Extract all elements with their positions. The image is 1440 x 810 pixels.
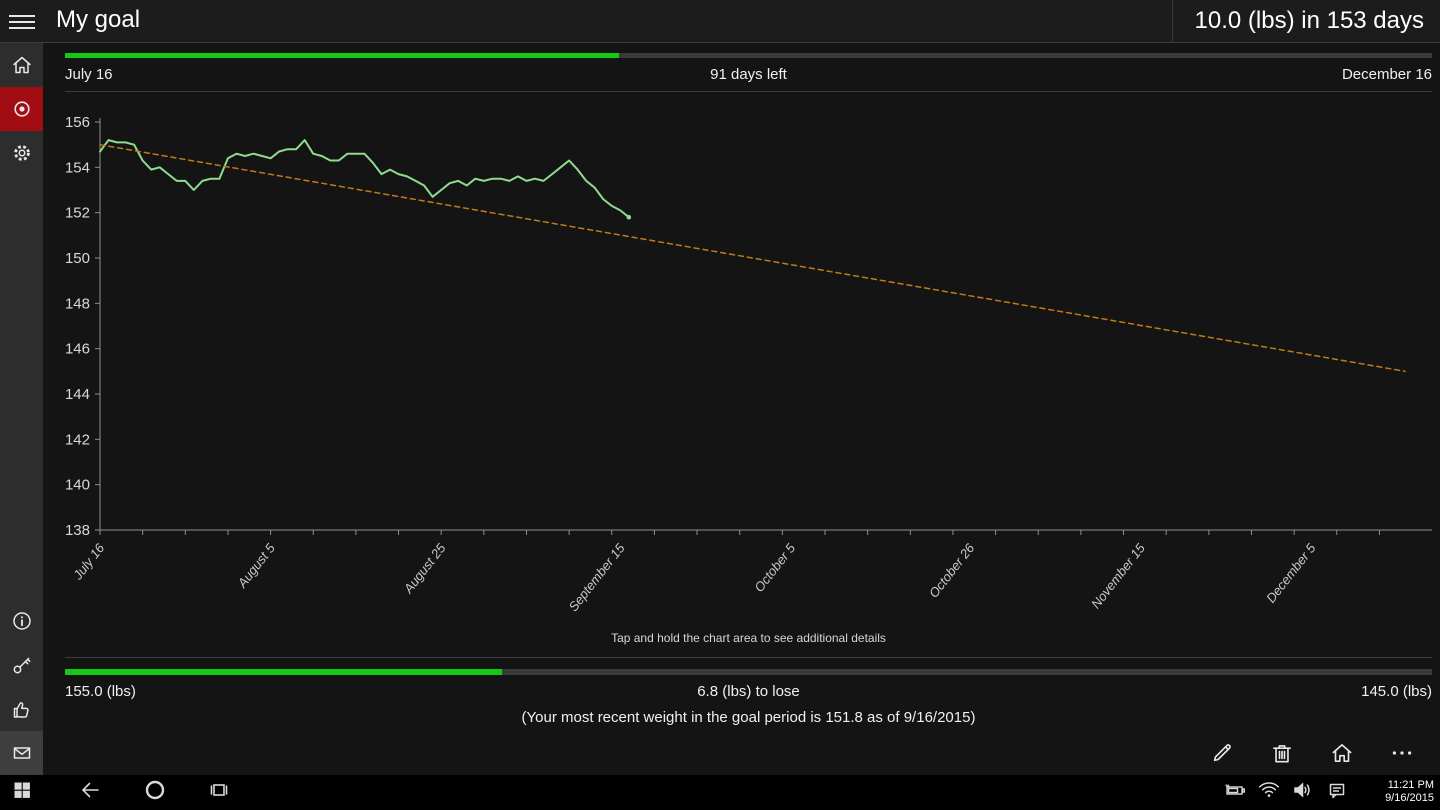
sidebar-item-goal[interactable]: [0, 87, 43, 131]
more-ellipsis-icon: [1389, 740, 1415, 766]
goal-target-icon: [10, 97, 34, 121]
timeline-start-date: July 16: [65, 66, 113, 83]
divider-line: [65, 657, 1432, 658]
page-title: My goal: [56, 6, 141, 33]
thumbs-up-icon: [10, 697, 34, 721]
svg-text:September 15: September 15: [566, 540, 629, 614]
sidebar-item-feedback[interactable]: [0, 731, 43, 775]
home-icon: [10, 53, 34, 77]
target-weight: 145.0 (lbs): [1361, 683, 1432, 700]
svg-text:154: 154: [65, 159, 90, 176]
command-bar: [1192, 736, 1432, 770]
cortana-circle-icon: [143, 778, 167, 807]
divider-line: [65, 91, 1432, 92]
timeline-end-date: December 16: [1341, 66, 1432, 83]
network-status-button[interactable]: [1252, 775, 1286, 810]
taskbar-clock[interactable]: 11:21 PM 9/16/2015: [1358, 775, 1434, 810]
weight-chart[interactable]: 156 154 152 150 148 146 144 142 140 138 July 16 Aug…: [43, 95, 1440, 655]
action-center-icon: [1325, 778, 1349, 807]
goal-summary: 10.0 (lbs) in 153 days: [1171, 0, 1440, 43]
sidebar-item-like[interactable]: [0, 687, 43, 731]
title-bar: My goal 10.0 (lbs) in 153 days: [0, 0, 1440, 43]
battery-charging-icon: [1223, 778, 1247, 807]
svg-text:October 5: October 5: [751, 540, 798, 595]
more-button[interactable]: [1372, 736, 1432, 770]
task-view-icon: [207, 778, 231, 807]
back-button[interactable]: [68, 775, 112, 810]
cortana-button[interactable]: [133, 775, 177, 810]
svg-text:November 15: November 15: [1088, 540, 1148, 611]
sidebar-item-home[interactable]: [0, 43, 43, 87]
back-arrow-icon: [78, 778, 102, 807]
hamburger-menu-icon[interactable]: [9, 11, 35, 33]
mail-envelope-icon: [10, 741, 34, 765]
svg-text:August 5: August 5: [234, 540, 279, 591]
edit-pencil-icon: [1209, 740, 1235, 766]
svg-text:156: 156: [65, 114, 90, 131]
sidebar-item-info[interactable]: [0, 599, 43, 643]
svg-text:August 25: August 25: [400, 540, 449, 597]
svg-text:150: 150: [65, 250, 90, 267]
weight-to-lose: 6.8 (lbs) to lose: [697, 683, 800, 700]
info-icon: [10, 609, 34, 633]
delete-goal-button[interactable]: [1252, 736, 1312, 770]
start-button[interactable]: [0, 775, 44, 810]
battery-status-button[interactable]: [1218, 775, 1252, 810]
sidebar-item-key[interactable]: [0, 643, 43, 687]
svg-text:140: 140: [65, 477, 90, 494]
svg-text:142: 142: [65, 431, 90, 448]
goal-timeline-progress-fill: [65, 53, 619, 58]
recent-weight-note: (Your most recent weight in the goal per…: [521, 709, 976, 726]
svg-text:152: 152: [65, 205, 90, 222]
svg-text:144: 144: [65, 386, 90, 403]
settings-gear-icon: [10, 141, 34, 165]
timeline-days-left: 91 days left: [710, 66, 787, 83]
sidebar-item-settings[interactable]: [0, 131, 43, 175]
volume-icon: [1291, 778, 1315, 807]
home-button[interactable]: [1312, 736, 1372, 770]
task-view-button[interactable]: [197, 775, 241, 810]
wifi-icon: [1257, 778, 1281, 807]
key-icon: [10, 653, 34, 677]
svg-text:146: 146: [65, 341, 90, 358]
start-weight: 155.0 (lbs): [65, 683, 136, 700]
sidebar-nav: [0, 43, 43, 775]
volume-button[interactable]: [1286, 775, 1320, 810]
chart-hint-text: Tap and hold the chart area to see addit…: [611, 631, 886, 645]
svg-text:October 26: October 26: [926, 540, 978, 601]
goal-timeline-labels: July 16 91 days left December 16: [65, 66, 1432, 86]
clock-date: 9/16/2015: [1385, 792, 1434, 804]
goal-timeline-progress: [65, 53, 1432, 58]
weight-progress: [65, 669, 1432, 675]
svg-text:December 5: December 5: [1263, 540, 1319, 606]
windows-taskbar: 11:21 PM 9/16/2015: [0, 775, 1440, 810]
svg-text:July 16: July 16: [70, 540, 108, 583]
svg-text:148: 148: [65, 295, 90, 312]
windows-start-icon: [12, 780, 32, 805]
clock-time: 11:21 PM: [1387, 779, 1434, 791]
action-center-button[interactable]: [1320, 775, 1354, 810]
delete-trash-icon: [1269, 740, 1295, 766]
weight-progress-labels: 155.0 (lbs) 6.8 (lbs) to lose 145.0 (lbs…: [65, 683, 1432, 703]
svg-text:138: 138: [65, 522, 90, 539]
home-icon: [1329, 740, 1355, 766]
weight-progress-fill: [65, 669, 503, 675]
edit-goal-button[interactable]: [1192, 736, 1252, 770]
